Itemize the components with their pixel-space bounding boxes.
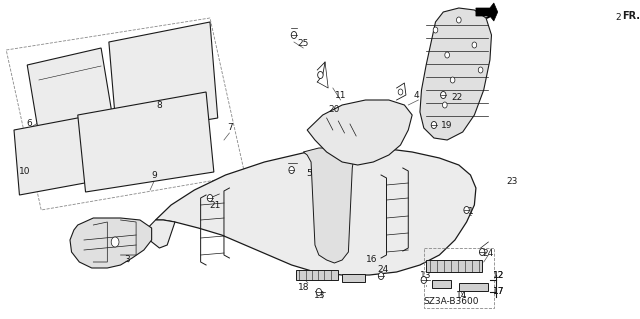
Text: 21: 21	[209, 201, 220, 210]
Text: 16: 16	[366, 256, 378, 264]
Polygon shape	[148, 220, 175, 248]
Circle shape	[398, 89, 403, 95]
Polygon shape	[78, 92, 214, 192]
Polygon shape	[303, 148, 354, 263]
Circle shape	[478, 67, 483, 73]
Circle shape	[431, 122, 436, 129]
Text: 24: 24	[377, 265, 388, 275]
Text: 10: 10	[19, 167, 31, 176]
Circle shape	[445, 52, 449, 58]
Text: 3: 3	[124, 256, 130, 264]
Polygon shape	[28, 48, 113, 135]
Polygon shape	[459, 283, 488, 291]
Circle shape	[433, 27, 438, 33]
Circle shape	[451, 77, 455, 83]
Circle shape	[440, 92, 446, 99]
Text: 25: 25	[298, 39, 309, 48]
Text: 12: 12	[493, 271, 504, 280]
Polygon shape	[307, 100, 412, 165]
Text: 8: 8	[157, 100, 163, 109]
Polygon shape	[342, 274, 365, 282]
Text: SZ3A-B3600: SZ3A-B3600	[423, 298, 479, 307]
Polygon shape	[70, 218, 152, 268]
Polygon shape	[476, 3, 498, 21]
Text: 1: 1	[468, 207, 474, 217]
Circle shape	[472, 42, 477, 48]
Polygon shape	[426, 260, 482, 272]
Text: 12: 12	[493, 271, 504, 280]
Circle shape	[421, 277, 426, 284]
Text: 4: 4	[414, 92, 420, 100]
Text: 15: 15	[298, 271, 309, 280]
Polygon shape	[431, 280, 451, 288]
Text: 11: 11	[335, 92, 346, 100]
Circle shape	[289, 167, 294, 174]
Text: 13: 13	[420, 271, 432, 280]
Text: FR.: FR.	[623, 11, 640, 21]
Polygon shape	[296, 270, 339, 280]
Text: 24: 24	[482, 249, 493, 258]
Text: 7: 7	[227, 123, 233, 132]
Text: 9: 9	[151, 170, 157, 180]
Polygon shape	[156, 148, 476, 275]
Polygon shape	[14, 115, 101, 195]
Text: 23: 23	[506, 177, 517, 187]
Text: 5: 5	[306, 169, 312, 179]
Polygon shape	[109, 22, 218, 135]
Text: 13: 13	[314, 292, 325, 300]
Text: 17: 17	[493, 286, 504, 295]
Circle shape	[378, 272, 384, 279]
Circle shape	[479, 249, 485, 256]
Text: 14: 14	[456, 292, 467, 300]
Circle shape	[207, 195, 212, 202]
Text: 2: 2	[616, 13, 621, 23]
Circle shape	[111, 237, 119, 247]
Polygon shape	[420, 8, 492, 140]
Text: 20: 20	[329, 106, 340, 115]
Text: 22: 22	[452, 93, 463, 102]
Circle shape	[317, 71, 323, 78]
Circle shape	[291, 32, 297, 39]
Circle shape	[442, 102, 447, 108]
Circle shape	[464, 206, 469, 213]
Text: 6: 6	[27, 118, 33, 128]
Text: 17: 17	[493, 286, 504, 295]
Circle shape	[316, 288, 321, 295]
Text: 18: 18	[298, 284, 309, 293]
Text: 19: 19	[440, 121, 452, 130]
Circle shape	[456, 17, 461, 23]
